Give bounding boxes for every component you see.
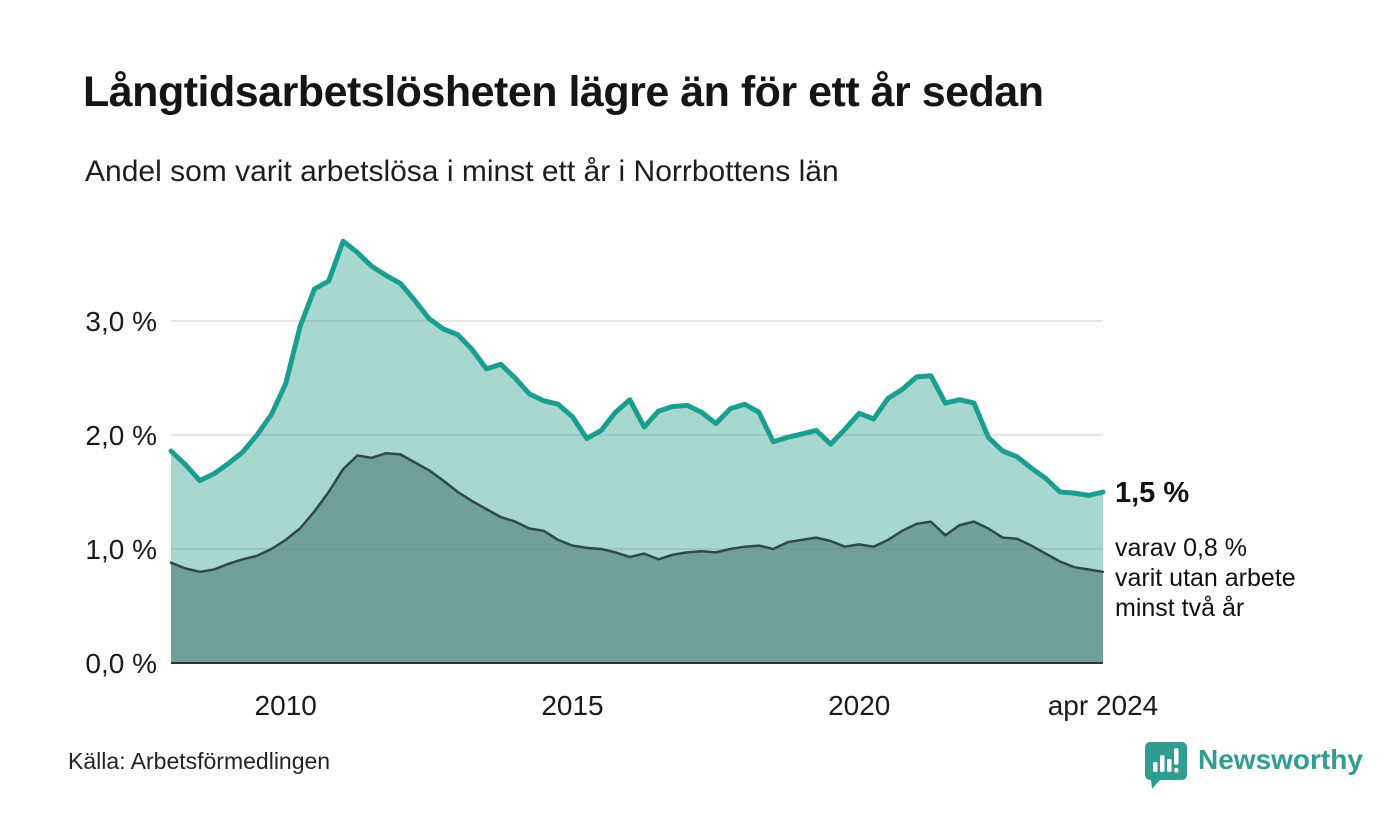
y-tick-label: 0,0 % — [85, 648, 157, 679]
detail-line-3: minst två år — [1115, 594, 1245, 622]
series-line — [169, 451, 1105, 574]
x-tick-label: 2015 — [541, 690, 603, 721]
detail-line-2: varit utan arbete — [1115, 564, 1296, 592]
series-line — [168, 238, 1106, 498]
y-tick-label: 2,0 % — [85, 420, 157, 451]
detail-line-1: varav 0,8 % — [1115, 534, 1248, 562]
page-title: Långtidsarbetslösheten lägre än för ett … — [83, 68, 1044, 116]
x-tick-label: apr 2024 — [1048, 690, 1159, 721]
page-subtitle: Andel som varit arbetslösa i minst ett å… — [85, 155, 839, 188]
latest-value-label: 1,5 % — [1115, 477, 1190, 509]
x-tick-label: 2010 — [255, 690, 317, 721]
brand-name: Newsworthy — [1198, 744, 1363, 775]
newsworthy-logo: Newsworthy — [1143, 740, 1363, 790]
latest-value-detail: varav 0,8 % varit utan arbete minst två … — [1115, 533, 1296, 623]
y-tick-label: 3,0 % — [85, 306, 157, 337]
x-tick-label: 2020 — [828, 690, 890, 721]
source-credit: Källa: Arbetsförmedlingen — [68, 748, 331, 774]
bar-chart-bubble-icon — [1145, 742, 1187, 789]
area-fill — [171, 453, 1103, 663]
y-tick-label: 1,0 % — [85, 534, 157, 565]
